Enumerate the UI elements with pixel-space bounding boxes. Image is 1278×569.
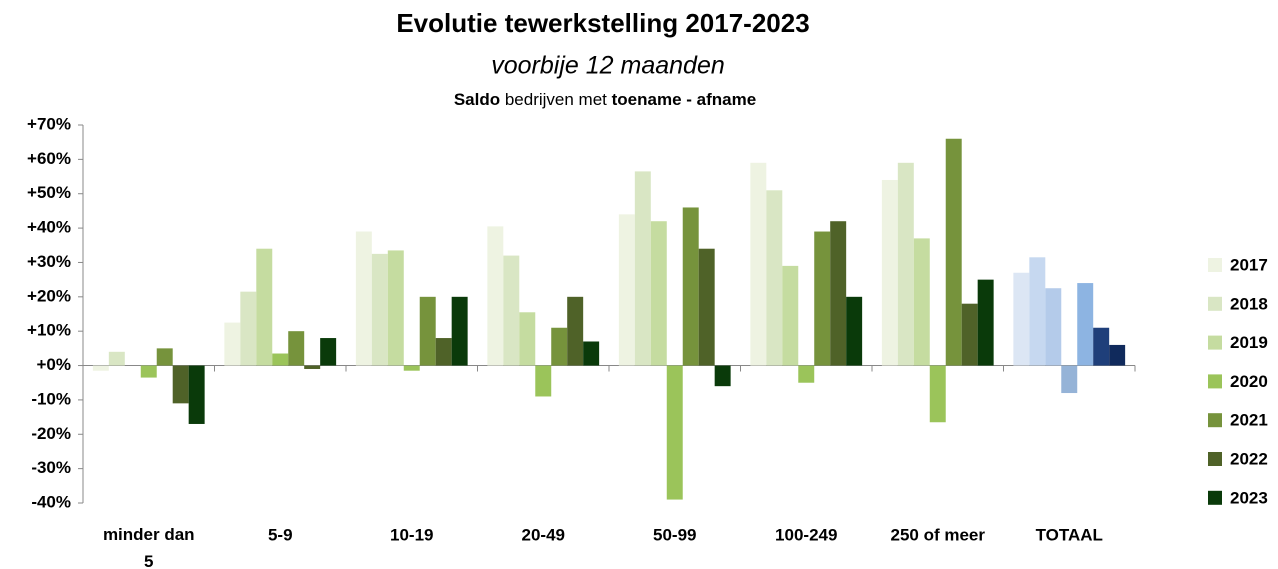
bar: [371, 253, 388, 366]
y-tick-label: -40%: [31, 492, 71, 511]
bar: [961, 303, 978, 366]
bar: [1013, 272, 1030, 366]
note-part: bedrijven met: [505, 90, 607, 109]
bar: [666, 365, 683, 500]
legend-label: 2017: [1230, 255, 1268, 274]
legend-label: 2018: [1230, 294, 1268, 313]
chart-title: Evolutie tewerkstelling 2017-2023: [396, 8, 809, 38]
y-tick-label: +70%: [27, 114, 71, 133]
label-line: minder dan: [103, 525, 195, 544]
bar: [814, 231, 831, 366]
bar: [435, 338, 452, 366]
legend-swatch: [1208, 335, 1222, 350]
bar: [272, 353, 289, 366]
legend-swatch: [1208, 296, 1222, 311]
y-tick-label: +40%: [27, 218, 71, 237]
bar: [320, 338, 337, 366]
bar: [583, 341, 600, 366]
note-part: toename - afname: [612, 90, 757, 109]
y-tick-label: -30%: [31, 458, 71, 477]
y-tick-label: -20%: [31, 424, 71, 443]
legend-label: 2019: [1230, 333, 1268, 352]
bar: [156, 348, 173, 366]
bar: [519, 312, 536, 366]
bar: [798, 365, 815, 383]
bar: [92, 365, 109, 371]
bar: [535, 365, 552, 397]
legend-label: 2022: [1230, 449, 1268, 468]
bar: [1029, 257, 1046, 366]
label-line: 5: [144, 552, 153, 569]
bar: [897, 162, 914, 366]
bar: [451, 296, 468, 366]
bar: [1045, 288, 1062, 366]
legend-swatch: [1208, 374, 1222, 389]
legend-swatch: [1208, 413, 1222, 428]
y-tick-label: -10%: [31, 389, 71, 408]
bar: [551, 327, 568, 366]
bar: [108, 351, 125, 366]
bar: [188, 365, 205, 424]
bar: [929, 365, 946, 423]
bar: [766, 190, 783, 366]
bar: [650, 221, 667, 366]
bar: [419, 296, 436, 366]
y-tick-label: +10%: [27, 321, 71, 340]
bar: [172, 365, 189, 404]
note-part: Saldo: [454, 90, 500, 109]
x-tick-label: 250 of meer: [891, 525, 986, 544]
y-tick-label: +0%: [37, 355, 72, 374]
x-tick-label: 10-19: [390, 525, 433, 544]
bar: [714, 365, 731, 387]
bar: [140, 365, 157, 378]
bar: [256, 248, 273, 366]
x-tick-label: 20-49: [522, 525, 565, 544]
legend-label: 2020: [1230, 372, 1268, 391]
bar: [355, 231, 372, 366]
bar: [977, 279, 994, 366]
bar: [304, 365, 321, 369]
bar: [750, 162, 767, 366]
bar: [1077, 283, 1094, 366]
x-tick-label: 5-9: [268, 525, 293, 544]
bar: [881, 179, 898, 366]
y-tick-label: +50%: [27, 183, 71, 202]
legend-label: 2023: [1230, 488, 1268, 507]
bar: [846, 296, 863, 366]
bar: [782, 265, 799, 366]
bar: [288, 331, 305, 366]
x-tick-label: minder dan 5: [103, 525, 195, 569]
bar: [830, 221, 847, 366]
bar: [913, 238, 930, 366]
bar: [487, 226, 504, 366]
x-tick-label: 50-99: [653, 525, 696, 544]
y-tick-label: +20%: [27, 286, 71, 305]
bar: [1109, 344, 1126, 366]
bar: [240, 291, 257, 366]
chart-note: Saldo bedrijven met toename - afname: [454, 90, 756, 109]
bar: [698, 248, 715, 366]
bar: [403, 365, 420, 371]
chart-subtitle: voorbije 12 maanden: [491, 52, 725, 80]
bar: [224, 322, 241, 366]
bar: [1061, 365, 1078, 394]
bar: [1093, 327, 1110, 366]
bar: [634, 171, 651, 366]
bar: [503, 255, 520, 366]
legend-swatch: [1208, 490, 1222, 505]
legend-swatch: [1208, 452, 1222, 466]
y-tick-label: +60%: [27, 149, 71, 168]
legend-swatch: [1208, 258, 1222, 272]
bar: [567, 296, 584, 366]
bar: [945, 138, 962, 366]
bar: [618, 214, 635, 366]
legend-label: 2021: [1230, 411, 1268, 430]
y-tick-label: +30%: [27, 252, 71, 271]
bar: [682, 207, 699, 366]
x-tick-label: 100-249: [775, 525, 837, 544]
x-tick-label: TOTAAL: [1036, 525, 1103, 544]
bar: [387, 250, 404, 366]
